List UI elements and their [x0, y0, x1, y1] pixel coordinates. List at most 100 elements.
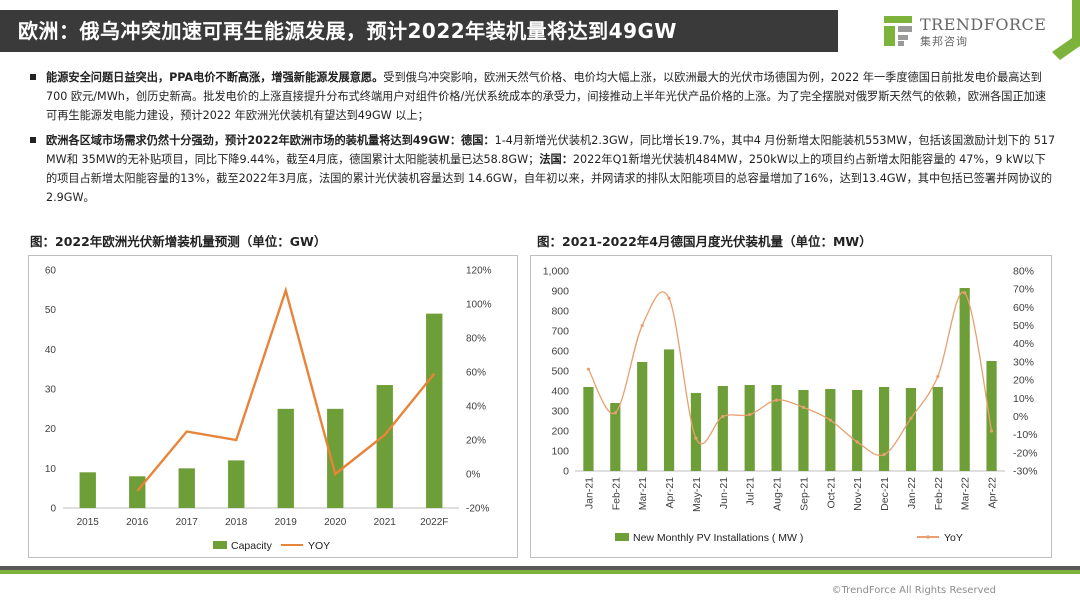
- paragraph-1-body: 受到俄乌冲突影响，欧洲天然气价格、电价均大幅上涨，以欧洲最大的光伏市场德国为例，…: [46, 71, 1047, 122]
- right-x-tick: Dec-21: [879, 477, 891, 511]
- right-y-right-tick: 30%: [1013, 356, 1034, 368]
- left-bar: [277, 408, 294, 508]
- right-bar: [932, 387, 943, 471]
- right-y-left-tick: 800: [551, 306, 569, 318]
- left-bar: [79, 472, 96, 508]
- left-legend-bar-swatch: [213, 541, 227, 549]
- paragraph-2-body-2: 2022年Q1新增光伏装机484MW，250kW以上的项目约占新增太阳能容量的 …: [46, 153, 1053, 204]
- left-x-tick: 2015: [77, 517, 100, 528]
- right-bar: [852, 390, 863, 471]
- right-yoy-point: [640, 323, 644, 328]
- right-chart: 0 100 200 300 400 500 600 700 800 900 1,000 -30% -20…: [530, 255, 1052, 558]
- paragraph-2: 欧洲各区域市场需求仍然十分强劲，预计2022年欧洲市场的装机量将达到49GW：德…: [26, 131, 1056, 207]
- right-bar: [690, 393, 702, 471]
- divider-green: [0, 570, 1080, 574]
- right-x-tick: Apr-22: [987, 477, 999, 509]
- right-yoy-line: [587, 291, 993, 457]
- left-y-right-tick: 40%: [466, 402, 486, 413]
- left-bar: [426, 313, 443, 508]
- right-y-left-tick: 500: [551, 366, 569, 378]
- right-bar: [825, 389, 836, 471]
- bullet-icon: [30, 137, 36, 143]
- trendforce-logo: TRENDFORCE 集邦咨询: [884, 14, 1046, 50]
- left-x-tick: 2016: [126, 517, 149, 528]
- right-yoy-point: [613, 411, 617, 415]
- right-y-left-tick: 1,000: [543, 266, 569, 278]
- right-x-tick: Apr-21: [664, 477, 676, 509]
- right-y-left-tick: 900: [551, 286, 569, 298]
- right-y-right-tick: 10%: [1013, 393, 1034, 405]
- left-legend-bar-label: Capacity: [231, 540, 273, 552]
- paragraph-2-lead: 欧洲各区域市场需求仍然十分强劲，预计2022年欧洲市场的装机量将达到49GW：德…: [46, 134, 495, 147]
- right-legend-bar-label: New Monthly PV Installations ( MW ): [633, 532, 803, 544]
- left-x-tick: 2019: [275, 517, 298, 528]
- left-y-left-tick: 50: [45, 305, 57, 316]
- bullet-icon: [30, 74, 36, 80]
- right-bar: [798, 390, 809, 471]
- right-y-left-tick: 200: [551, 426, 569, 438]
- left-y-right-tick: 60%: [466, 368, 486, 379]
- right-yoy-point: [748, 413, 752, 417]
- right-y-left-tick: 300: [551, 406, 569, 418]
- bottom-divider: [0, 566, 1080, 574]
- right-y-right-tick: -30%: [1013, 466, 1038, 478]
- corner-decoration: [1052, 0, 1080, 60]
- right-chart-title: 图：2021-2022年4月德国月度光伏装机量（单位：MW）: [537, 234, 872, 249]
- right-yoy-point: [855, 440, 859, 444]
- left-x-tick: 2018: [225, 517, 248, 528]
- paragraph-2-lead-2: 法国：: [539, 153, 573, 166]
- right-bar: [905, 388, 917, 471]
- left-y-right-tick: 20%: [466, 436, 486, 447]
- right-x-tick: Jul-21: [745, 477, 757, 506]
- left-x-tick: 2021: [374, 517, 397, 528]
- left-y-right-tick: 100%: [466, 300, 492, 311]
- left-chart-title: 图：2022年欧洲光伏新增装机量预测（单位：GW）: [30, 234, 327, 249]
- left-y-left-tick: 30: [45, 385, 57, 396]
- left-x-tick: 2022F: [420, 517, 448, 528]
- right-x-tick: May-21: [691, 477, 703, 512]
- right-bar: [637, 362, 648, 471]
- right-y-right-tick: 0%: [1013, 411, 1028, 423]
- paragraph-1: 能源安全问题日益突出，PPA电价不断高涨，增强新能源发展意愿。受到俄乌冲突影响，…: [26, 68, 1056, 125]
- right-legend-bar-swatch: [615, 533, 629, 541]
- left-y-right-tick: 80%: [466, 334, 486, 345]
- right-x-tick: Jan-21: [583, 477, 595, 509]
- right-yoy-point: [694, 436, 698, 440]
- right-yoy-point: [721, 414, 725, 419]
- right-yoy-point: [828, 418, 832, 422]
- right-y-right-tick: -20%: [1013, 447, 1038, 459]
- right-x-tick: Mar-22: [960, 477, 972, 510]
- right-y-right-tick: 40%: [1013, 338, 1034, 350]
- left-chart: 0 10 20 30 40 50 60 -20% 0% 20% 40% 60% 80% 100% 120% 2…: [28, 255, 518, 558]
- paragraph-1-lead: 能源安全问题日益突出，PPA电价不断高涨，增强新能源发展意愿。: [46, 71, 384, 84]
- left-y-right-tick: -20%: [466, 504, 489, 515]
- logo-wordmark: TRENDFORCE: [920, 15, 1047, 34]
- right-x-tick: Oct-21: [825, 477, 837, 509]
- right-y-left-tick: 700: [551, 326, 569, 338]
- right-yoy-point: [963, 291, 967, 295]
- text-content: 能源安全问题日益突出，PPA电价不断高涨，增强新能源发展意愿。受到俄乌冲突影响，…: [26, 68, 1056, 213]
- right-x-tick: Feb-22: [933, 477, 945, 510]
- left-y-left-tick: 60: [45, 266, 57, 277]
- footer-copyright: ©TrendForce All Rights Reserved: [831, 585, 996, 596]
- right-x-tick: Jun-21: [718, 477, 730, 509]
- left-y-left-tick: 10: [45, 464, 57, 475]
- left-x-tick: 2020: [324, 517, 347, 528]
- right-legend-line-label: YoY: [944, 532, 963, 544]
- left-x-tick: 2017: [176, 517, 199, 528]
- left-legend-line-label: YOY: [308, 540, 330, 552]
- right-x-tick: Sep-21: [798, 477, 810, 511]
- right-bar: [771, 385, 782, 471]
- left-bar: [129, 476, 146, 508]
- right-bar: [610, 403, 621, 471]
- title-banner: 欧洲：俄乌冲突加速可再生能源发展，预计2022年装机量将达到49GW: [0, 10, 838, 52]
- header: 欧洲：俄乌冲突加速可再生能源发展，预计2022年装机量将达到49GW TREND…: [0, 0, 1080, 62]
- right-y-right-tick: 20%: [1013, 375, 1034, 387]
- left-y-right-tick: 120%: [466, 266, 492, 277]
- right-legend-line-marker: [926, 535, 930, 539]
- left-y-left-tick: 40: [45, 345, 57, 356]
- right-yoy-point: [909, 416, 913, 420]
- left-y-right-tick: 0%: [466, 470, 481, 481]
- right-y-right-tick: 50%: [1013, 320, 1034, 332]
- logo-subtitle: 集邦咨询: [920, 35, 968, 48]
